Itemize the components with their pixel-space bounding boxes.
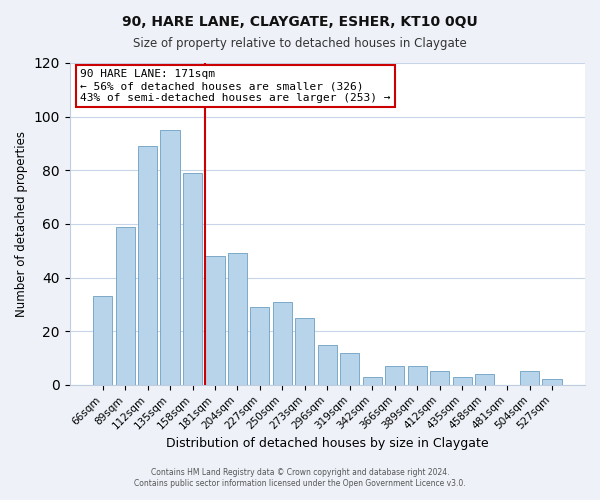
Bar <box>318 344 337 385</box>
Bar <box>160 130 179 385</box>
Bar <box>520 372 539 385</box>
Bar <box>138 146 157 385</box>
Bar <box>183 173 202 385</box>
Y-axis label: Number of detached properties: Number of detached properties <box>15 131 28 317</box>
Bar <box>228 254 247 385</box>
Bar <box>295 318 314 385</box>
Text: Size of property relative to detached houses in Claygate: Size of property relative to detached ho… <box>133 38 467 51</box>
Bar <box>475 374 494 385</box>
Bar <box>340 352 359 385</box>
Bar <box>116 226 134 385</box>
Bar <box>363 377 382 385</box>
Text: 90 HARE LANE: 171sqm
← 56% of detached houses are smaller (326)
43% of semi-deta: 90 HARE LANE: 171sqm ← 56% of detached h… <box>80 70 391 102</box>
Bar <box>250 307 269 385</box>
Bar <box>93 296 112 385</box>
Bar <box>273 302 292 385</box>
Bar <box>407 366 427 385</box>
Bar <box>542 380 562 385</box>
X-axis label: Distribution of detached houses by size in Claygate: Distribution of detached houses by size … <box>166 437 488 450</box>
Text: 90, HARE LANE, CLAYGATE, ESHER, KT10 0QU: 90, HARE LANE, CLAYGATE, ESHER, KT10 0QU <box>122 15 478 29</box>
Bar <box>385 366 404 385</box>
Text: Contains HM Land Registry data © Crown copyright and database right 2024.
Contai: Contains HM Land Registry data © Crown c… <box>134 468 466 487</box>
Bar <box>430 372 449 385</box>
Bar <box>205 256 224 385</box>
Bar <box>452 377 472 385</box>
